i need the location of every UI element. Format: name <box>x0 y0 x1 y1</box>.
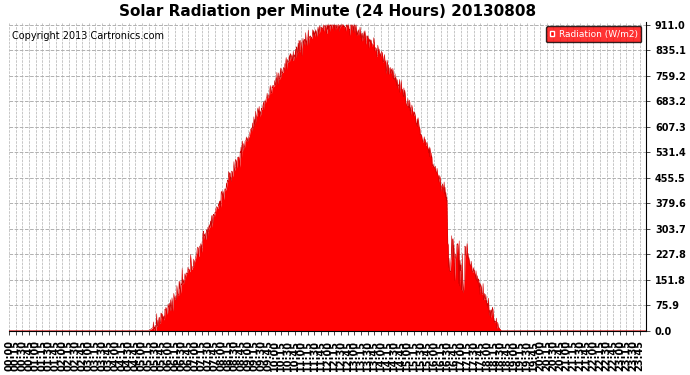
Text: Copyright 2013 Cartronics.com: Copyright 2013 Cartronics.com <box>12 31 164 41</box>
Title: Solar Radiation per Minute (24 Hours) 20130808: Solar Radiation per Minute (24 Hours) 20… <box>119 4 536 19</box>
Legend: Radiation (W/m2): Radiation (W/m2) <box>546 26 642 42</box>
